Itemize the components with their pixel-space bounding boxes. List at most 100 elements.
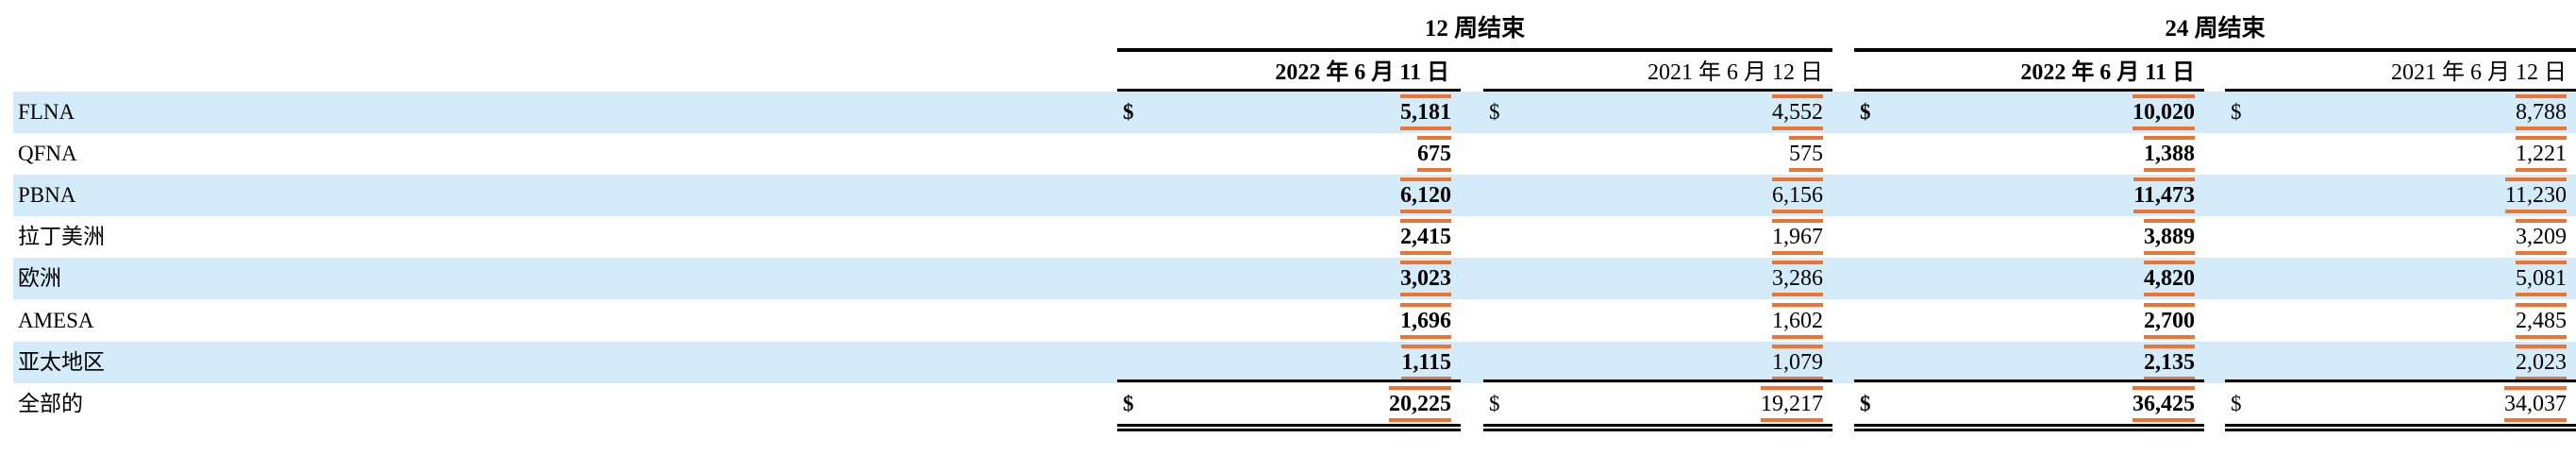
value-cell: 6,156 [1483, 175, 1832, 216]
value-cell: 1,221 [2225, 133, 2576, 175]
value-cell: $5,181 [1117, 92, 1461, 133]
currency-symbol: $ [1123, 100, 1134, 124]
group-header-24-weeks: 24 周结束 [2165, 16, 2266, 42]
value: 4,820 [2144, 258, 2195, 299]
value: 19,217 [1761, 383, 1823, 425]
value: 20,225 [1389, 383, 1451, 425]
value: 6,120 [1400, 175, 1451, 216]
value: 6,156 [1772, 175, 1823, 216]
double-rule [2225, 429, 2576, 431]
value: 675 [1417, 133, 1451, 175]
value: 3,889 [2144, 216, 2195, 258]
value: 3,209 [2516, 216, 2567, 258]
row-label: FLNA [18, 100, 75, 124]
double-rule [1483, 424, 1832, 427]
value: 3,023 [1400, 258, 1451, 299]
double-rule [1854, 424, 2204, 427]
value: 8,788 [2516, 92, 2567, 133]
value-cell: 5,081 [2225, 258, 2576, 299]
value-cell: $10,020 [1854, 92, 2204, 133]
table-row: AMESA 1,696 1,602 2,700 2,485 [13, 300, 2576, 342]
column-rule [2225, 89, 2576, 92]
currency-symbol: $ [2231, 100, 2242, 124]
currency-symbol: $ [1860, 392, 1871, 415]
value: 1,696 [1400, 300, 1451, 342]
value: 2,415 [1400, 216, 1451, 258]
value-cell: 1,115 [1117, 342, 1461, 383]
value: 1,079 [1772, 342, 1823, 383]
value-cell: $36,425 [1854, 383, 2204, 425]
double-rule [1483, 429, 1832, 431]
value-cell: $4,552 [1483, 92, 1832, 133]
row-label: PBNA [18, 183, 76, 207]
value-cell: $19,217 [1483, 383, 1832, 425]
table-row: 拉丁美洲 2,415 1,967 3,889 3,209 [13, 216, 2576, 258]
value-cell: 6,120 [1117, 175, 1461, 216]
value-cell: 3,209 [2225, 216, 2576, 258]
group-header-12-weeks: 12 周结束 [1424, 16, 1526, 42]
value-cell: 2,135 [1854, 342, 2204, 383]
total-rule [1117, 379, 1461, 382]
value-cell: 1,967 [1483, 216, 1832, 258]
value: 1,967 [1772, 216, 1823, 258]
value-cell: 1,079 [1483, 342, 1832, 383]
value: 36,425 [2133, 383, 2195, 425]
double-rule [1854, 429, 2204, 431]
value-cell: 2,023 [2225, 342, 2576, 383]
row-label: 欧洲 [18, 266, 61, 290]
value-cell: 2,485 [2225, 300, 2576, 342]
value: 11,230 [2504, 175, 2568, 216]
value-cell: 575 [1483, 133, 1832, 175]
value: 4,552 [1772, 92, 1823, 133]
row-label: 亚太地区 [18, 350, 105, 374]
table-row: QFNA 675 575 1,388 1,221 [13, 133, 2576, 175]
table-row: PBNA 6,120 6,156 11,473 11,230 [13, 175, 2576, 216]
value: 2,135 [2144, 342, 2195, 383]
value: 11,473 [2133, 175, 2195, 216]
column-rule [1483, 89, 1832, 92]
total-row: 全部的 $20,225 $19,217 $36,425 $34,037 [13, 383, 2576, 425]
value-cell: 4,820 [1854, 258, 2204, 299]
value-cell: 2,415 [1117, 216, 1461, 258]
group-rule [1117, 48, 1832, 52]
total-rule [1483, 379, 1832, 382]
currency-symbol: $ [1489, 100, 1500, 124]
value: 34,037 [2504, 383, 2567, 425]
currency-symbol: $ [1860, 100, 1871, 124]
value-cell: 1,388 [1854, 133, 2204, 175]
value: 1,388 [2144, 133, 2195, 175]
double-rule [1117, 429, 1461, 431]
double-rule [2225, 424, 2576, 427]
value: 5,181 [1400, 92, 1451, 133]
column-rule [1117, 89, 1461, 92]
value: 2,700 [2144, 300, 2195, 342]
column-header-2022-24w: 2022 年 6 月 11 日 [2020, 60, 2195, 85]
value-cell: 11,473 [1854, 175, 2204, 216]
column-header-2022-12w: 2022 年 6 月 11 日 [1275, 60, 1449, 85]
value-cell: $20,225 [1117, 383, 1461, 425]
group-rule [1854, 48, 2576, 52]
value-cell: $8,788 [2225, 92, 2576, 133]
value: 1,221 [2516, 133, 2567, 175]
currency-symbol: $ [2231, 392, 2242, 415]
column-header-2021-24w: 2021 年 6 月 12 日 [2391, 60, 2567, 85]
value-cell: 3,889 [1854, 216, 2204, 258]
table-row: 亚太地区 1,115 1,079 2,135 2,023 [13, 342, 2576, 383]
total-rule [2225, 379, 2576, 382]
value: 10,020 [2133, 92, 2195, 133]
value-cell: 2,700 [1854, 300, 2204, 342]
value-cell: 1,602 [1483, 300, 1832, 342]
table-row: FLNA $5,181 $4,552 $10,020 $8,788 [13, 92, 2576, 133]
value: 2,485 [2516, 300, 2567, 342]
currency-symbol: $ [1123, 392, 1134, 415]
row-label: 拉丁美洲 [18, 225, 105, 248]
value: 5,081 [2516, 258, 2567, 299]
row-label: 全部的 [18, 392, 83, 415]
value: 575 [1789, 133, 1823, 175]
currency-symbol: $ [1489, 392, 1500, 415]
value-cell: 3,286 [1483, 258, 1832, 299]
double-rule [1117, 424, 1461, 427]
row-label: QFNA [18, 142, 77, 165]
value: 2,023 [2516, 342, 2567, 383]
total-rule [1854, 379, 2204, 382]
